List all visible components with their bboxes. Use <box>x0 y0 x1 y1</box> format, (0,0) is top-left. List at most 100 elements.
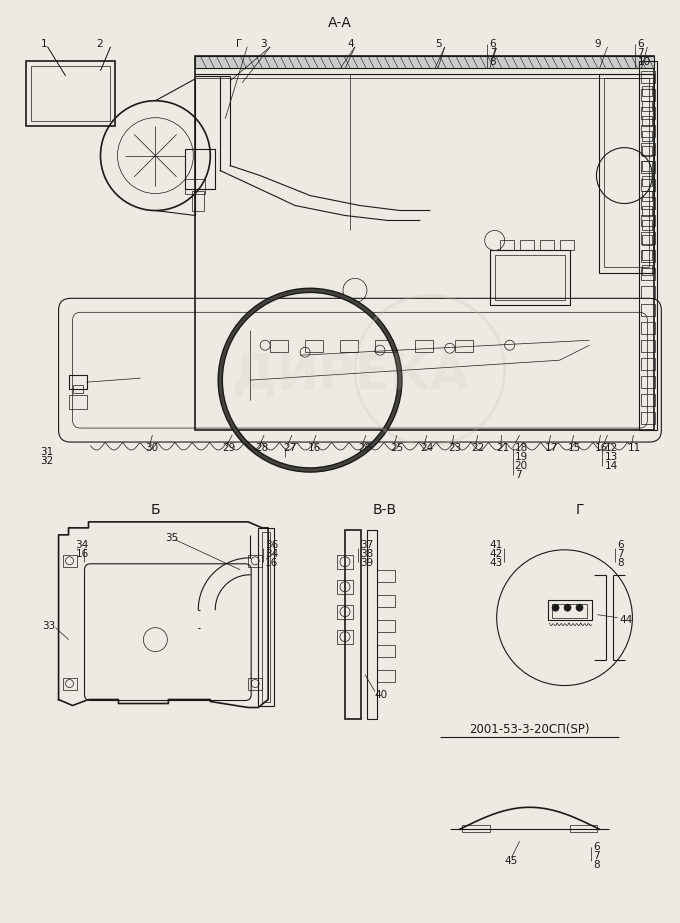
Bar <box>262 532 270 701</box>
Text: 16: 16 <box>308 443 322 453</box>
Text: 22: 22 <box>472 443 485 453</box>
Text: ДИРЕКА: ДИРЕКА <box>232 351 469 399</box>
Bar <box>560 241 573 250</box>
Text: 6: 6 <box>490 39 496 49</box>
Bar <box>643 115 652 126</box>
Bar <box>639 61 658 430</box>
Bar <box>337 555 353 569</box>
Text: 19: 19 <box>515 452 528 462</box>
Bar <box>186 178 205 194</box>
Text: 5: 5 <box>435 39 441 49</box>
Text: 26: 26 <box>358 443 371 453</box>
Text: 42: 42 <box>490 549 503 558</box>
Text: 16: 16 <box>594 443 608 453</box>
Bar <box>455 341 473 353</box>
Bar <box>641 358 656 370</box>
Bar <box>643 175 652 186</box>
Text: 38: 38 <box>360 549 373 558</box>
Bar <box>490 250 570 306</box>
Text: 34: 34 <box>75 540 89 550</box>
Text: 31: 31 <box>41 447 54 457</box>
Bar <box>340 341 358 353</box>
Bar <box>600 74 654 273</box>
Text: 4: 4 <box>347 39 354 49</box>
Bar <box>641 89 656 101</box>
Text: 44: 44 <box>619 615 632 625</box>
Text: 14: 14 <box>605 461 617 471</box>
Bar <box>643 190 652 200</box>
Text: Г: Г <box>575 503 583 517</box>
Text: 8: 8 <box>490 57 496 66</box>
Bar <box>500 241 513 250</box>
Bar <box>248 677 262 689</box>
Text: 7: 7 <box>594 851 600 861</box>
Text: 7: 7 <box>637 48 644 58</box>
Text: 3: 3 <box>260 39 267 49</box>
Bar <box>641 125 656 137</box>
Bar <box>641 394 656 406</box>
Text: 2001-53-3-20СП(SP): 2001-53-3-20СП(SP) <box>469 723 590 736</box>
Bar <box>26 61 116 126</box>
Text: Б: Б <box>150 503 160 517</box>
Bar <box>641 322 656 334</box>
Bar <box>520 241 534 250</box>
Bar <box>641 197 656 209</box>
Bar <box>195 55 654 67</box>
Text: 18: 18 <box>515 443 528 453</box>
Bar <box>641 107 656 119</box>
Bar <box>31 66 110 121</box>
Text: 32: 32 <box>41 456 54 466</box>
Text: 15: 15 <box>568 443 581 453</box>
Bar <box>494 256 564 300</box>
Text: 34: 34 <box>265 549 278 558</box>
Text: 39: 39 <box>360 557 373 568</box>
Text: 20: 20 <box>515 461 528 471</box>
Bar <box>73 385 82 393</box>
Bar <box>570 825 598 833</box>
Text: Г: Г <box>236 39 243 49</box>
Bar <box>643 221 652 231</box>
Bar <box>258 528 274 705</box>
Bar <box>605 78 649 268</box>
Text: 11: 11 <box>628 443 641 453</box>
Text: 8: 8 <box>617 557 624 568</box>
Bar <box>641 341 656 353</box>
Bar <box>248 555 262 567</box>
Bar <box>643 266 652 275</box>
Bar <box>270 341 288 353</box>
Text: 17: 17 <box>545 443 558 453</box>
Text: 13: 13 <box>605 452 617 462</box>
Text: 40: 40 <box>375 689 388 700</box>
Text: 6: 6 <box>637 39 644 49</box>
Bar <box>540 241 554 250</box>
Bar <box>337 605 353 618</box>
Bar <box>192 190 204 210</box>
Text: 6: 6 <box>594 842 600 852</box>
Text: 33: 33 <box>43 620 56 630</box>
Bar <box>641 305 656 317</box>
Text: 12: 12 <box>605 443 617 453</box>
Bar <box>415 341 432 353</box>
Text: 7: 7 <box>617 549 624 558</box>
Text: 1: 1 <box>41 39 47 49</box>
Bar <box>462 825 490 833</box>
Text: 6: 6 <box>617 540 624 550</box>
Bar <box>641 377 656 389</box>
Bar <box>375 341 393 353</box>
Bar <box>641 71 656 83</box>
Bar <box>643 235 652 246</box>
Bar <box>337 629 353 643</box>
Bar <box>337 580 353 593</box>
Circle shape <box>552 605 559 611</box>
Bar <box>641 143 656 155</box>
Text: 8: 8 <box>594 860 600 870</box>
Bar <box>547 600 592 619</box>
Bar <box>643 206 652 215</box>
Circle shape <box>576 605 583 611</box>
Bar <box>643 161 652 171</box>
Text: В-В: В-В <box>373 503 397 517</box>
Bar <box>641 286 656 298</box>
Bar <box>195 55 654 430</box>
Text: 23: 23 <box>447 443 461 453</box>
Bar <box>643 86 652 96</box>
